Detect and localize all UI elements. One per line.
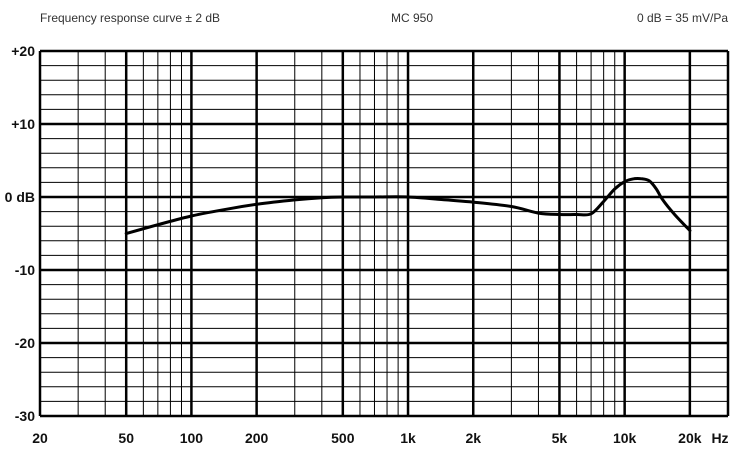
chart-title: MC 950 — [390, 11, 434, 25]
y-tick-label: +20 — [11, 43, 35, 59]
x-tick-label: 50 — [118, 430, 134, 446]
y-axis-labels: +20 +10 0 dB -10 -20 -30 — [5, 43, 36, 424]
y-tick-label: +10 — [11, 116, 35, 132]
y-tick-label: -30 — [15, 408, 35, 424]
x-unit-label: Hz — [711, 430, 728, 446]
x-tick-label: 100 — [180, 430, 204, 446]
x-tick-label: 1k — [400, 430, 416, 446]
x-tick-label: 200 — [245, 430, 269, 446]
x-tick-label: 20k — [678, 430, 702, 446]
x-tick-label: 5k — [552, 430, 568, 446]
x-tick-label: 10k — [613, 430, 637, 446]
y-tick-label: -20 — [15, 335, 35, 351]
x-tick-label: 20 — [32, 430, 48, 446]
series-line — [124, 176, 692, 235]
x-tick-label: 2k — [465, 430, 481, 446]
x-axis-labels: 20 50 100 200 500 1k 2k 5k 10k 20k Hz — [32, 430, 728, 446]
x-tick-label: 500 — [331, 430, 355, 446]
chart-subtitle: Frequency response curve ± 2 dB — [40, 11, 221, 25]
grid-major — [38, 49, 730, 418]
series-layer — [124, 176, 692, 235]
reference-note: 0 dB = 35 mV/Pa — [636, 11, 728, 25]
y-tick-label: 0 dB — [5, 189, 35, 205]
y-tick-label: -10 — [15, 262, 35, 278]
